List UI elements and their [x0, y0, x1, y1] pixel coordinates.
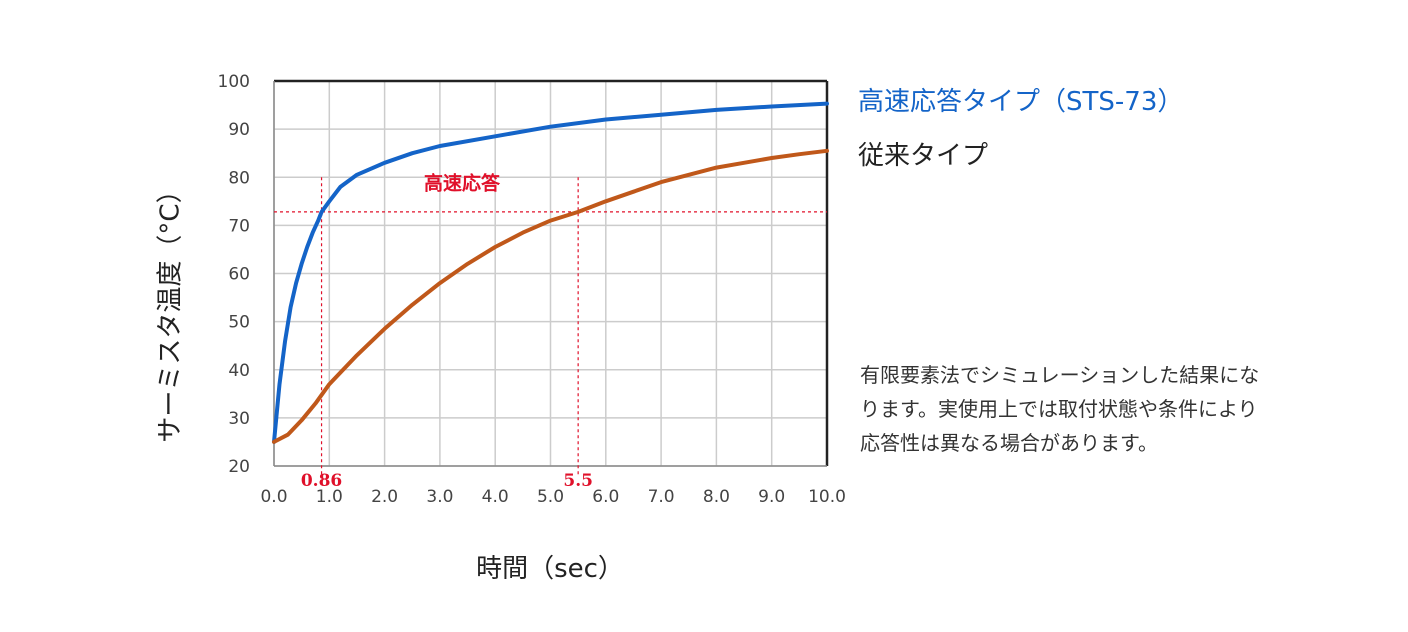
x-axis-label: 時間（sec）	[476, 554, 624, 584]
x-tick-label: 4.0	[482, 487, 509, 507]
x-tick-label: 8.0	[703, 487, 730, 507]
y-tick-label: 20	[228, 457, 250, 477]
note-line: ります。実使用上では取付状態や条件により	[860, 397, 1258, 421]
legend-item-fast: 高速応答タイプ（STS-73）	[858, 87, 1184, 117]
x-tick-label: 3.0	[426, 487, 453, 507]
y-tick-label: 40	[228, 361, 250, 381]
annotation-label: 高速応答	[424, 171, 501, 194]
legend-item-conventional: 従来タイプ	[858, 141, 989, 171]
y-tick-label: 80	[228, 168, 250, 188]
y-tick-label: 50	[228, 313, 250, 333]
y-tick-label: 30	[228, 409, 250, 429]
legend: 高速応答タイプ（STS-73） 従来タイプ	[858, 84, 1183, 192]
y-axis-label: サーミスタ温度（°C）	[155, 177, 186, 443]
note-line: 有限要素法でシミュレーションした結果にな	[860, 363, 1260, 387]
y-tick-label: 90	[228, 120, 250, 140]
x-tick-label: 10.0	[808, 487, 846, 507]
x-tick-label: 6.0	[592, 487, 619, 507]
y-tick-label: 60	[228, 265, 250, 285]
x-tick-label: 9.0	[758, 487, 785, 507]
marker-label: 5.5	[563, 471, 593, 491]
simulation-note: 有限要素法でシミュレーションした結果にな ります。実使用上では取付状態や条件によ…	[860, 358, 1360, 460]
series-line-conventional	[272, 148, 829, 444]
x-tick-label: 2.0	[371, 487, 398, 507]
y-tick-label: 100	[218, 72, 250, 92]
note-line: 応答性は異なる場合があります。	[860, 431, 1158, 455]
x-tick-label: 7.0	[648, 487, 675, 507]
y-tick-label: 70	[228, 216, 250, 236]
x-tick-label: 1.0	[316, 487, 343, 507]
series-line-fast	[272, 101, 829, 444]
marker-label: 0.86	[301, 471, 342, 491]
x-tick-label: 0.0	[260, 487, 287, 507]
x-tick-label: 5.0	[537, 487, 564, 507]
